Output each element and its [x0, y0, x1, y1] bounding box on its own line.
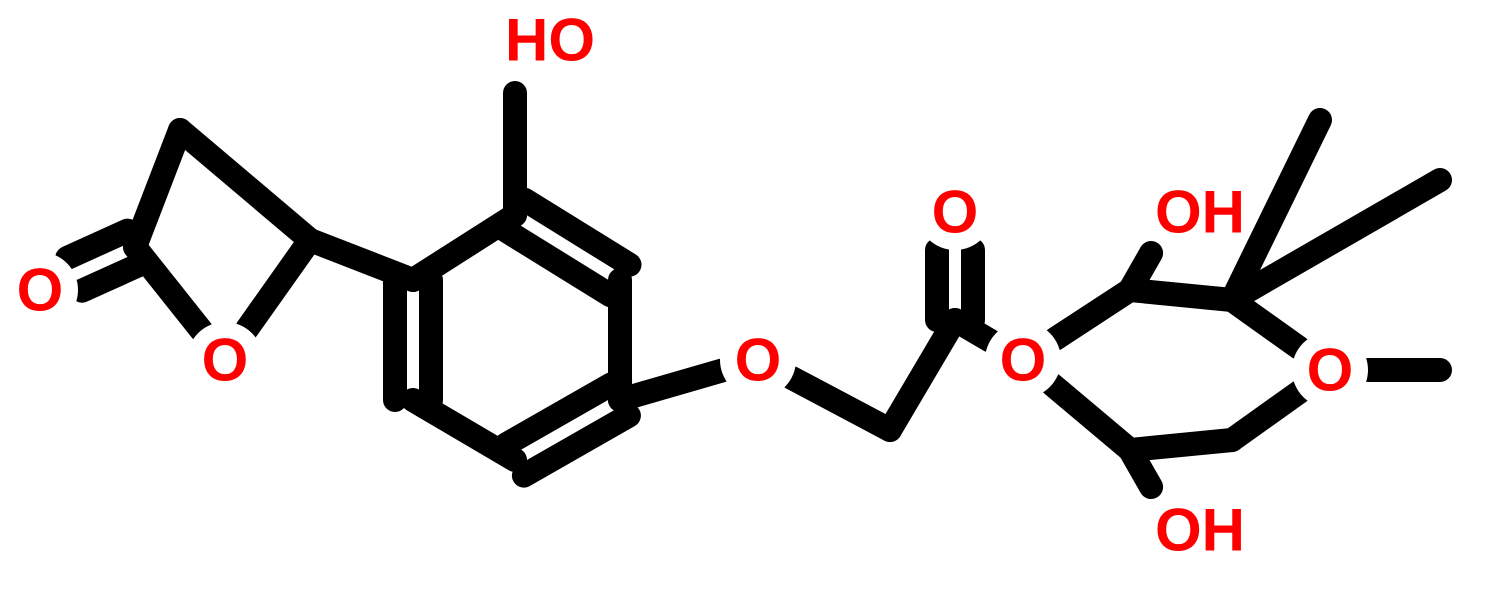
- atom-O_aryl: O: [735, 327, 782, 394]
- atom-OH_top: HO: [505, 7, 595, 74]
- atom-O_ester_c: O: [932, 179, 979, 246]
- atom-O_ring_right: O: [1307, 337, 1354, 404]
- atom-OH_right_bot: OH: [1155, 497, 1245, 564]
- bonds-layer: [67, 93, 1440, 487]
- atom-OH_right_top: OH: [1155, 179, 1245, 246]
- molecule-diagram: OOHOOOOOHOHO: [0, 0, 1489, 600]
- atom-O_keto_top: O: [17, 257, 64, 324]
- atom-O_ester_s: O: [1000, 327, 1047, 394]
- atom-O_lactone: O: [202, 327, 249, 394]
